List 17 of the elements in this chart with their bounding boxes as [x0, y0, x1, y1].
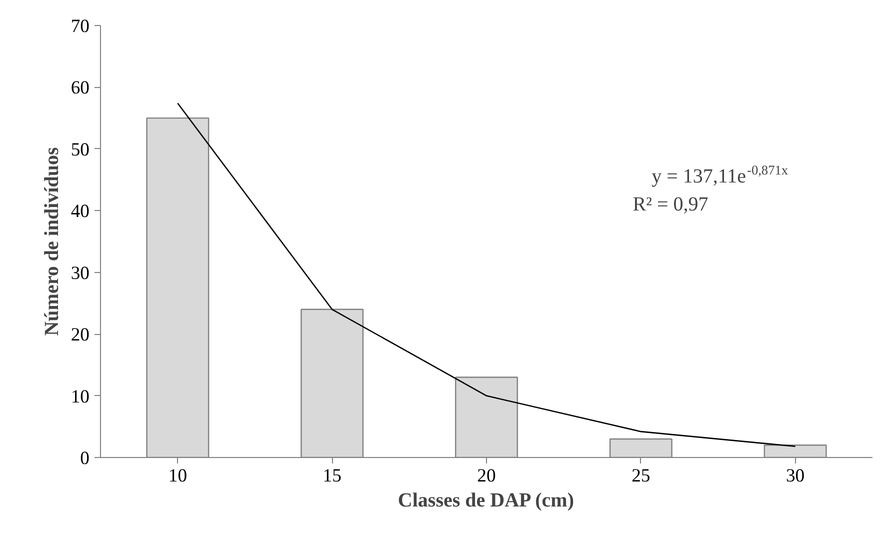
y-tick-label: 10	[70, 386, 90, 408]
line-series	[177, 102, 796, 448]
x-tick-label: 10	[168, 466, 188, 486]
y-tick-label: 20	[70, 324, 90, 346]
annotation: R² = 0,97	[632, 194, 708, 216]
x-axis-title: Classes de DAP (cm)	[398, 490, 574, 512]
x-tick-label: 20	[477, 466, 496, 486]
y-tick-label: 40	[70, 201, 90, 222]
x-tick-label: 15	[322, 466, 342, 486]
y-tick-label: 0	[80, 448, 90, 469]
y-tick-label: 50	[70, 139, 90, 160]
y-tick-label: 30	[70, 262, 90, 284]
y-tick-label: 70	[70, 16, 90, 37]
y-axis-title: Número de indivíduos	[40, 147, 63, 336]
x-tick-label: 25	[632, 466, 650, 486]
y-tick-label: 60	[70, 78, 90, 99]
x-tick-label: 30	[786, 466, 805, 486]
